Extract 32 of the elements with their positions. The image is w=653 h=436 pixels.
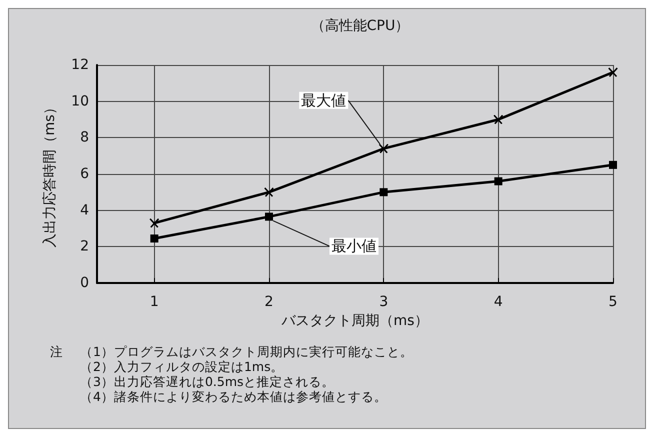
y-tick-label: 8: [80, 130, 89, 146]
text: 最大値: [301, 91, 346, 110]
y-tick-label: 12: [71, 57, 89, 73]
y-axis-title: 入出力応答時間（ms）: [42, 100, 58, 248]
x-tick-label: 3: [379, 294, 388, 310]
point: [150, 218, 160, 228]
x-tick-label: 4: [494, 294, 503, 310]
point: [380, 188, 388, 196]
text: （1）プログラムはバスタクト周期内に実行可能なこと。: [80, 344, 413, 359]
x-tick-label: 1: [150, 294, 159, 310]
point: [150, 234, 158, 242]
y-tick-label: 6: [80, 166, 90, 182]
text: 最小値: [332, 237, 376, 256]
text: 注: [50, 344, 64, 359]
y-tick-label: 0: [80, 275, 89, 291]
y-tick-label: 4: [80, 202, 90, 218]
x-tick-label: 5: [608, 294, 618, 310]
point: [609, 160, 617, 169]
text: （3）出力応答遅れは0.5msと推定される。: [80, 374, 335, 389]
x-tick-label: 2: [264, 294, 274, 310]
x-axis-title: バスタクト周期（ms）: [280, 312, 428, 329]
text: （2）入力フィルタの設定は1ms。: [80, 359, 284, 374]
chart-title: （高性能CPU）: [310, 18, 410, 34]
point: [265, 212, 273, 221]
text: （4）諸条件により変わるため本値は参考値とする。: [80, 389, 387, 404]
point: [494, 114, 504, 124]
y-tick-label: 2: [80, 238, 89, 255]
point: [264, 187, 274, 197]
point: [378, 144, 388, 154]
point: [608, 68, 618, 78]
y-tick-label: 10: [71, 93, 89, 110]
point: [494, 177, 502, 186]
